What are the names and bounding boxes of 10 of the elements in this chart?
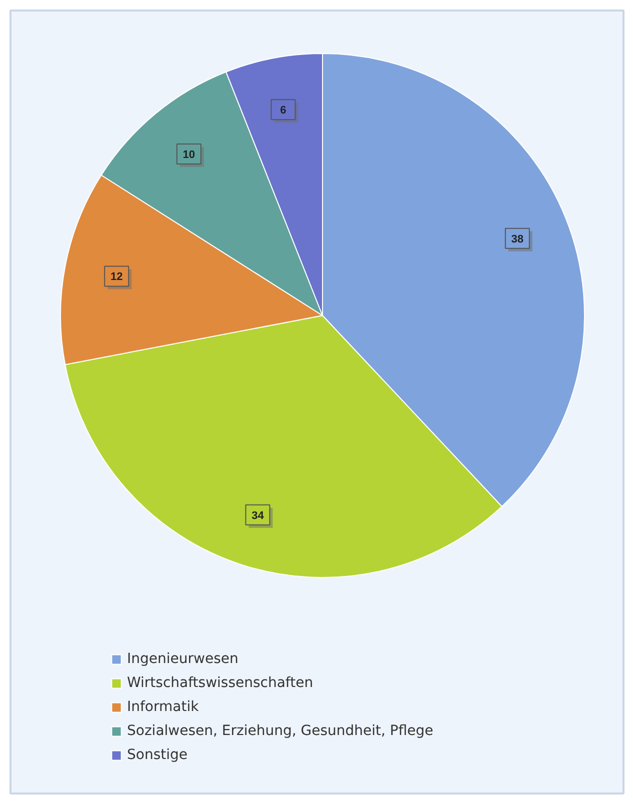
data-label: 34 [252,510,265,522]
data-label: 38 [511,233,524,246]
data-label: 12 [110,271,123,284]
data-label: 6 [280,104,286,117]
legend-label: Sozialwesen, Erziehung, Gesundheit, Pflege [127,723,434,739]
legend-label: Wirtschaftswissenschaften [127,675,314,691]
data-label: 10 [182,149,196,161]
legend-label: Sonstige [127,747,188,763]
legend-label: Informatik [127,699,199,715]
legend-label: Ingenieurwesen [127,651,238,667]
